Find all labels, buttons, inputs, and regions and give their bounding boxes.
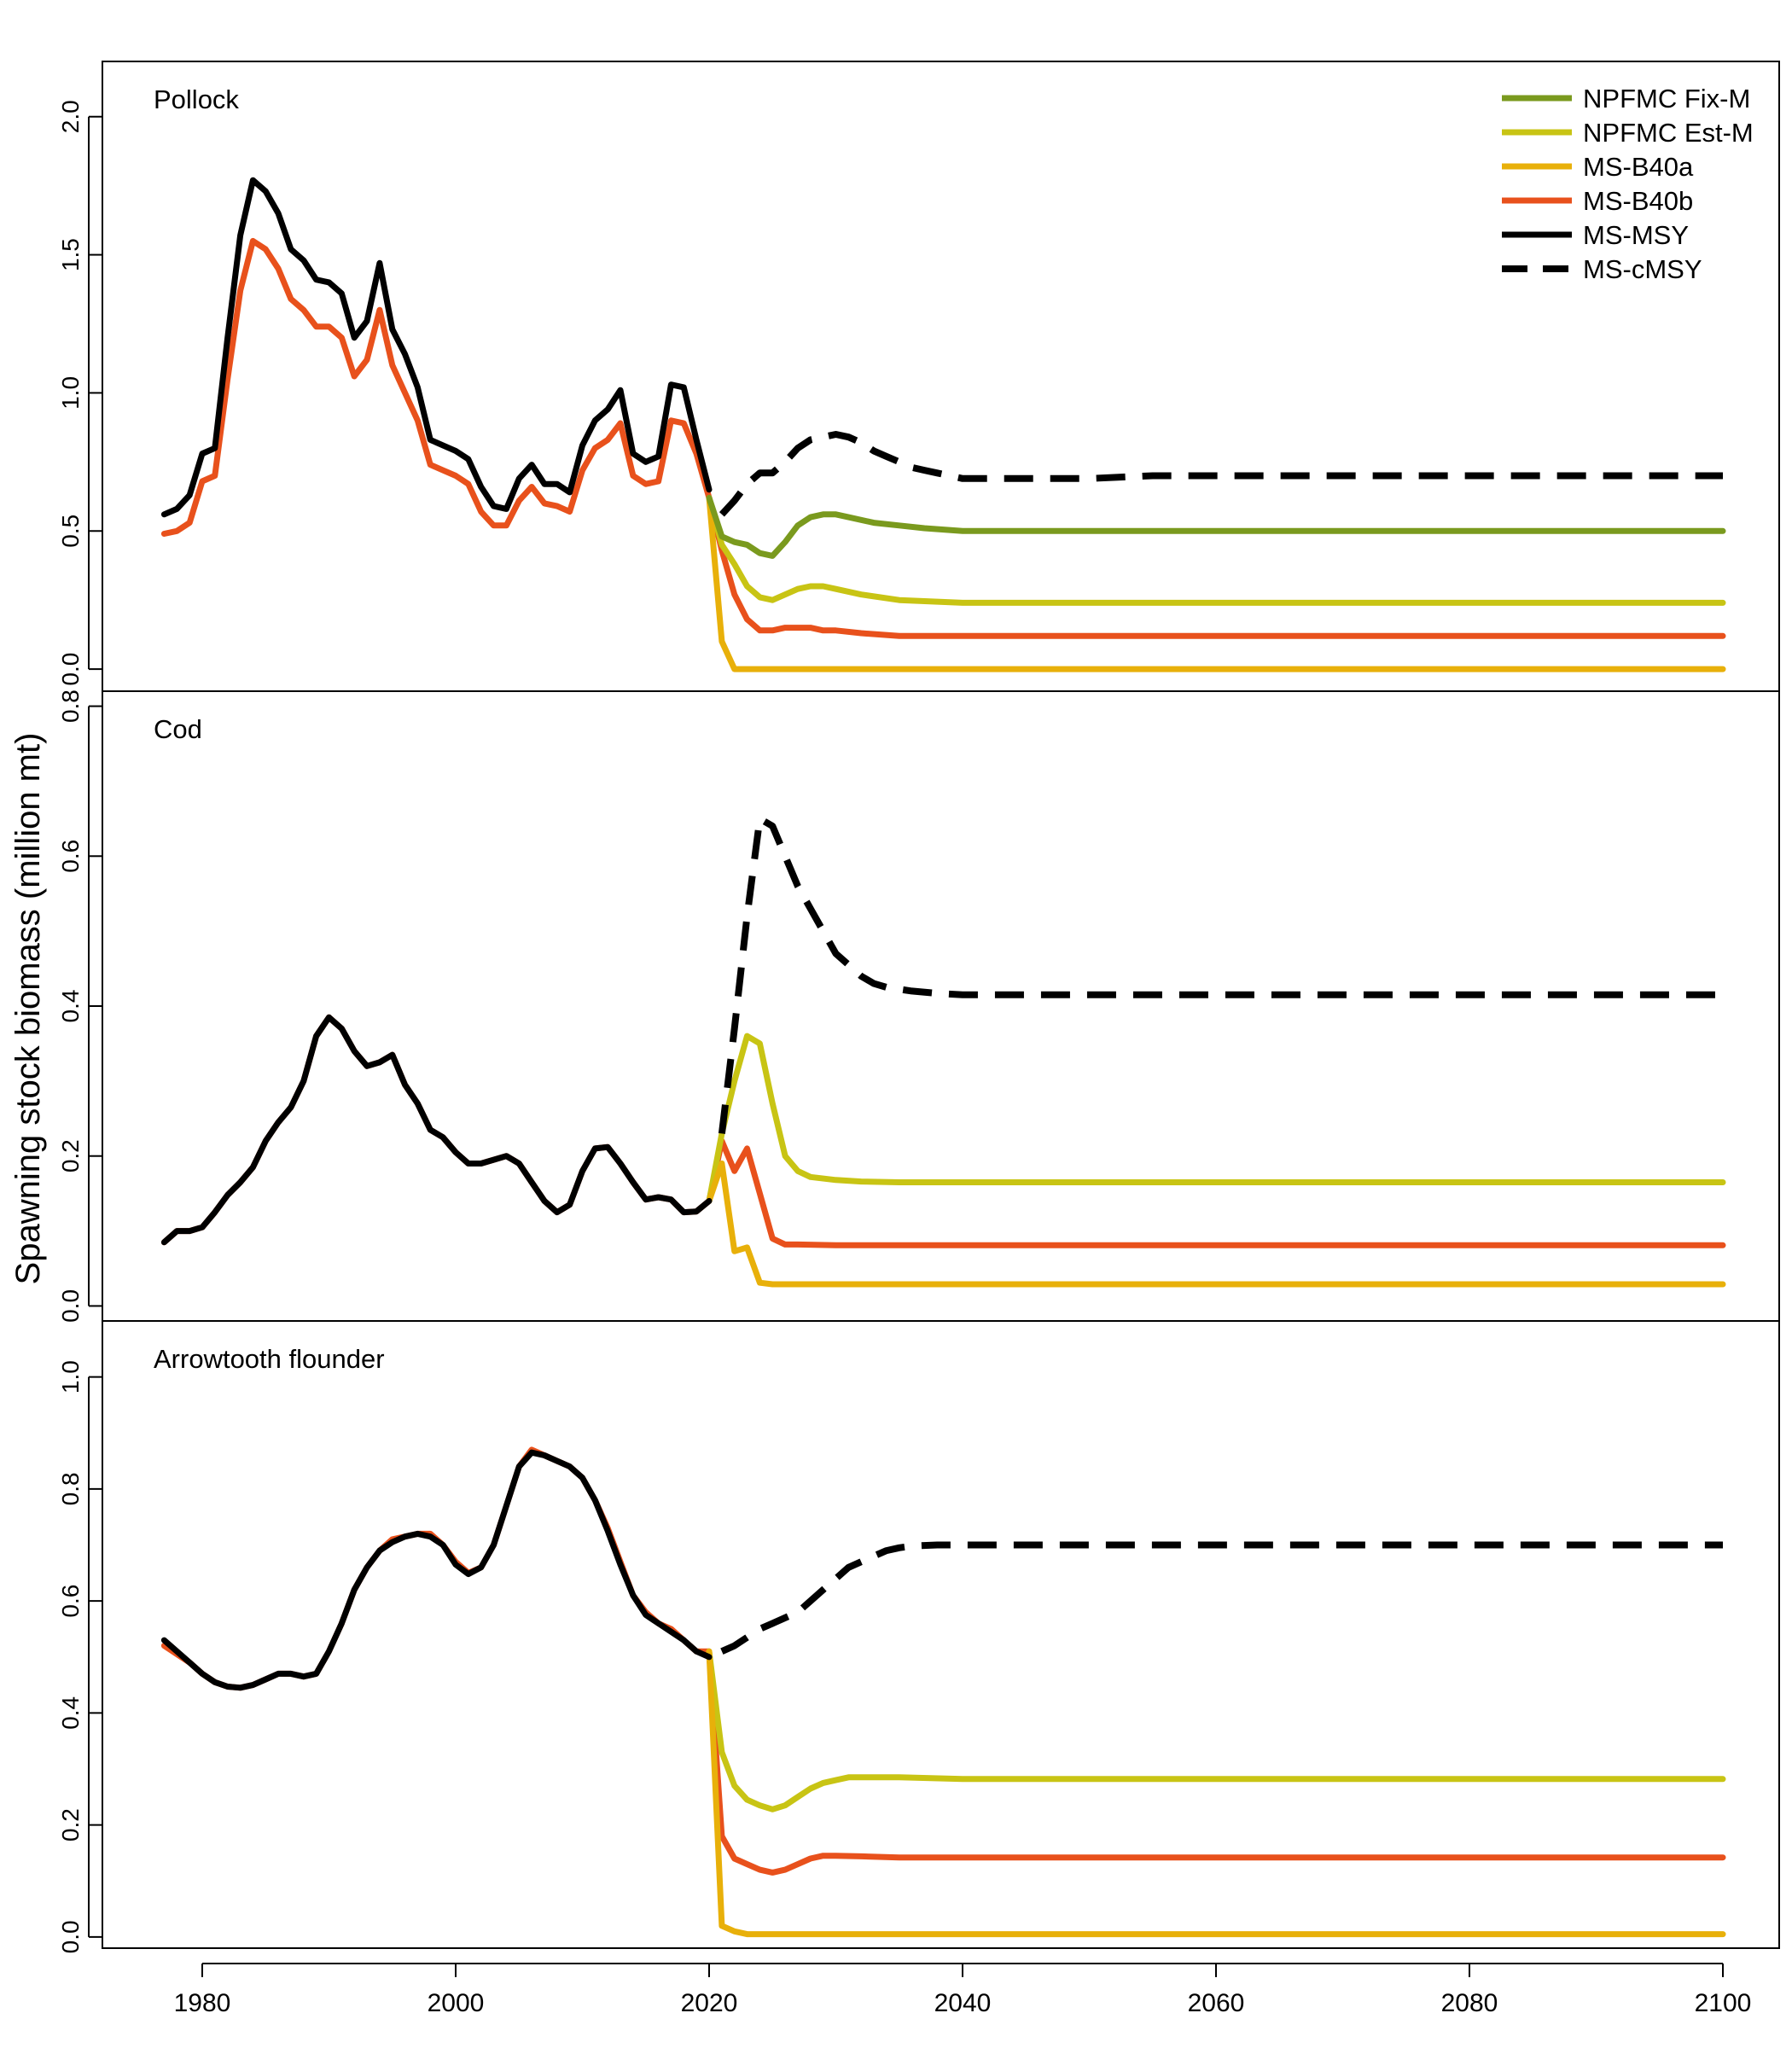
- legend-item-ms-cmsy: MS-cMSY: [1502, 254, 1702, 284]
- legend-label: NPFMC Est-M: [1583, 118, 1754, 148]
- panel-arrowtooth-flounder: Arrowtooth flounder 0.0 0.2 0.4 0.6 0.8 1.0: [57, 1320, 1780, 1953]
- y-tick-label: 0.2: [57, 1139, 84, 1172]
- x-tick-label: 2020: [681, 1989, 738, 2017]
- y-tick-label: 0.0: [57, 1920, 84, 1953]
- y-tick-label: 0.6: [57, 1585, 84, 1618]
- y-tick-label: 0.0: [57, 653, 84, 686]
- y-tick-label: 0.5: [57, 515, 84, 548]
- x-tick-label: 2040: [934, 1989, 992, 2017]
- x-tick-label: 2060: [1188, 1989, 1245, 2017]
- series-line-npfmc-est-m: [706, 1033, 1726, 1204]
- legend-item-ms-b40b: MS-B40b: [1502, 186, 1693, 216]
- series-line-ms-b40a: [706, 494, 1726, 672]
- x-tick-label: 2100: [1695, 1989, 1752, 2017]
- x-tick-label: 2080: [1441, 1989, 1498, 2017]
- panel-frame: [102, 1320, 1780, 1949]
- legend-label: MS-B40a: [1583, 152, 1694, 182]
- panel-pollock: Pollock 0.0 0.5 1.0 1.5 2.0: [57, 61, 1780, 692]
- x-tick-label: 1980: [174, 1989, 231, 2017]
- y-tick-label: 0.0: [57, 1289, 84, 1323]
- y-tick-label: 1.5: [57, 238, 84, 271]
- legend-label: MS-cMSY: [1583, 254, 1702, 284]
- x-axis: 1980 2000 2020 2040 2060 2080 2100: [174, 1963, 1752, 2017]
- x-tick-label: 2000: [428, 1989, 485, 2017]
- legend-label: MS-B40b: [1583, 186, 1693, 216]
- y-tick-label: 0.4: [57, 1696, 84, 1730]
- chart-panels: Pollock 0.0 0.5 1.0 1.5 2.0 Cod 0.0 0.2 0.4 0.6 0.8…: [57, 61, 1780, 1953]
- series-line-ms-cmsy: [718, 815, 1723, 1134]
- y-tick-label: 1.0: [57, 376, 84, 410]
- legend-label: NPFMC Fix-M: [1583, 84, 1750, 113]
- series-line-ms-cmsy: [720, 1541, 1723, 1655]
- y-axis-label: Spawning stock biomass (million mt): [9, 733, 47, 1285]
- y-tick-label: 0.6: [57, 840, 84, 873]
- panel-title: Pollock: [154, 84, 239, 114]
- series-line-ms-b40a: [706, 1648, 1726, 1938]
- series-line-ms-b40a: [706, 1161, 1726, 1288]
- legend-item-npfmc-est-m: NPFMC Est-M: [1502, 118, 1754, 148]
- panel-title: Arrowtooth flounder: [154, 1344, 385, 1374]
- y-tick-label: 0.4: [57, 990, 84, 1023]
- series-line-npfmc-fix-m: [706, 494, 1726, 559]
- series-line-ms-b40b: [160, 237, 1726, 639]
- legend-item-npfmc-fix-m: NPFMC Fix-M: [1502, 84, 1750, 113]
- y-tick-label: 0.8: [57, 689, 84, 723]
- y-tick-label: 0.2: [57, 1808, 84, 1841]
- series-line-npfmc-est-m: [706, 1648, 1726, 1812]
- series-line-npfmc-est-m: [706, 494, 1726, 606]
- series-line-ms-msy: [160, 1014, 713, 1246]
- panel-title: Cod: [154, 714, 202, 744]
- y-tick-label: 2.0: [57, 100, 84, 133]
- legend-item-ms-msy: MS-MSY: [1502, 220, 1689, 250]
- series-line-ms-msy: [160, 1449, 713, 1691]
- y-tick-label: 0.8: [57, 1472, 84, 1505]
- chart-legend: NPFMC Fix-M NPFMC Est-M MS-B40a MS-B40b MS-M…: [1502, 84, 1754, 284]
- panel-cod: Cod 0.0 0.2 0.4 0.6 0.8: [57, 689, 1780, 1323]
- y-tick-label: 1.0: [57, 1360, 84, 1393]
- series-line-ms-msy: [160, 177, 713, 518]
- legend-label: MS-MSY: [1583, 220, 1689, 250]
- legend-item-ms-b40a: MS-B40a: [1502, 152, 1694, 182]
